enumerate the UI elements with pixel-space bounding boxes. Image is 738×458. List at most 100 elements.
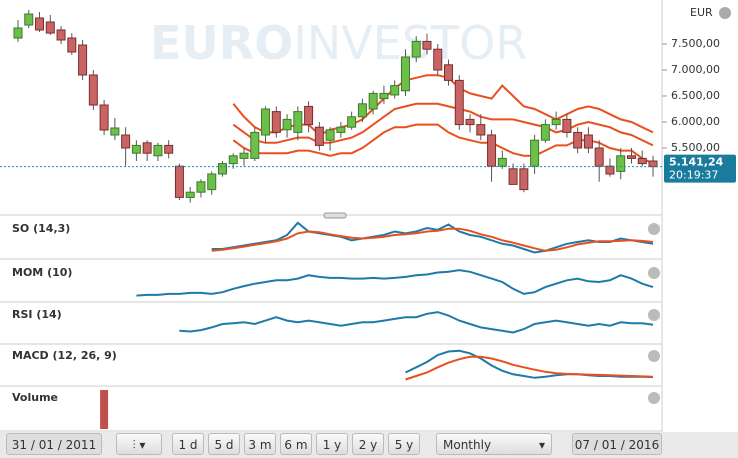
candle-body [444, 64, 454, 81]
candle-body [131, 144, 141, 154]
volume-bar [100, 390, 109, 429]
candle-body [487, 134, 497, 167]
watermark-light: INVESTOR [293, 16, 527, 70]
range-button[interactable]: 2 y [352, 433, 384, 455]
range-button[interactable]: 5 y [388, 433, 420, 455]
candle-body [497, 157, 507, 167]
close-icon[interactable] [648, 267, 660, 279]
panes [0, 212, 662, 432]
candle-body [605, 165, 615, 175]
candle-body [508, 168, 518, 185]
candle-body [314, 126, 324, 146]
pane-title: SO (14,3) [12, 222, 70, 235]
y-tick-label: 6.000,00 [671, 115, 720, 128]
candle-body [325, 129, 335, 141]
candle-body [153, 144, 163, 157]
candle-body [400, 56, 410, 92]
range-button[interactable]: 3 m [244, 433, 276, 455]
candle-body [616, 155, 626, 172]
pane-title: MOM (10) [12, 266, 72, 279]
indicator-line [405, 355, 654, 381]
indicator-line [232, 102, 654, 147]
y-tick-label: 5.500,00 [671, 141, 720, 154]
currency: EUR [690, 6, 713, 19]
candle-body [626, 155, 636, 159]
last-price: 5.141,24 [669, 156, 724, 169]
candle-body [261, 108, 271, 136]
candle-body [637, 157, 647, 165]
candle-body [250, 131, 260, 159]
candle-body [174, 165, 184, 198]
indicator-line [136, 269, 654, 297]
interval-select[interactable]: Monthly ▾ [436, 433, 552, 455]
candle-body [347, 116, 357, 128]
candle-body [551, 118, 561, 126]
candle-body [239, 152, 249, 159]
candle-body [13, 27, 23, 39]
candle-body [164, 144, 174, 154]
close-icon[interactable] [648, 350, 660, 362]
candle-body [433, 48, 443, 71]
chart-type-select[interactable]: ⫶ ▾ [116, 433, 162, 455]
candle-body [379, 92, 389, 100]
end-date[interactable]: 07 / 01 / 2016 [572, 433, 662, 455]
candle-body [519, 168, 529, 191]
candle-body [271, 111, 281, 133]
y-tick-label: 7.000,00 [671, 63, 720, 76]
close-icon[interactable] [648, 223, 660, 235]
candle-body [368, 92, 378, 110]
candle-body [110, 127, 120, 136]
indicator-line [232, 74, 654, 137]
candle-body [530, 139, 540, 167]
candle-body [282, 118, 292, 131]
candle-body [357, 103, 367, 118]
candle-body [217, 163, 227, 175]
candle-body [35, 17, 45, 31]
candle-body [562, 118, 572, 133]
interval: Monthly [443, 438, 492, 452]
candle-body [594, 147, 604, 167]
close-icon[interactable] [648, 392, 660, 404]
candle-body [454, 79, 464, 126]
resize-handle[interactable] [323, 212, 347, 219]
candle-body [422, 40, 432, 50]
candle-body [573, 131, 583, 149]
range-button[interactable]: 5 d [208, 433, 240, 455]
candle-body [540, 124, 550, 141]
candle-body [78, 44, 88, 76]
indicator-line [232, 123, 654, 165]
range-button[interactable]: 1 y [316, 433, 348, 455]
settings-icon[interactable] [719, 7, 731, 19]
candle-body [293, 111, 303, 133]
candle-body [45, 21, 55, 34]
candle-body [99, 104, 109, 131]
indicator-line [179, 311, 654, 334]
candle-body [476, 124, 486, 136]
start-date[interactable]: 31 / 01 / 2011 [6, 433, 102, 455]
watermark-bold: EURO [150, 16, 293, 70]
pane-title: Volume [12, 391, 58, 404]
candle-body [583, 134, 593, 149]
candle-body [24, 13, 34, 26]
indicator-line [211, 227, 654, 252]
close-icon[interactable] [648, 309, 660, 321]
candle-body [142, 142, 152, 154]
candle-body [185, 191, 195, 198]
candle-body [304, 105, 314, 126]
range-button[interactable]: 6 m [280, 433, 312, 455]
candle-body [56, 29, 66, 41]
candle-body [390, 85, 400, 96]
candle-body [648, 160, 658, 168]
candle-body [411, 40, 421, 58]
indicator-line [211, 221, 654, 254]
range-button[interactable]: 1 d [172, 433, 204, 455]
candle-body [207, 173, 217, 191]
candle-body [121, 134, 131, 149]
y-tick-label: 7.500,00 [671, 37, 720, 50]
candle-body [336, 126, 346, 133]
pane-title: MACD (12, 26, 9) [12, 349, 117, 362]
candle-body [465, 118, 475, 126]
watermark: EUROINVESTOR [150, 16, 527, 70]
candle-body [228, 155, 238, 165]
